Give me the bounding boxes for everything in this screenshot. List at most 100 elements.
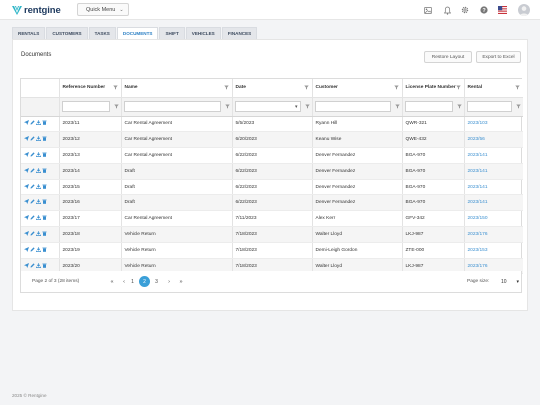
filter-input[interactable]	[314, 101, 391, 112]
column-filter-icon[interactable]	[515, 85, 520, 92]
edit-icon[interactable]	[30, 247, 35, 254]
table-row[interactable]: 2023/17 Car Rental Agreement 7/11/2023 Alex…	[21, 210, 523, 228]
us-flag-icon[interactable]	[497, 5, 507, 15]
filter-options-icon[interactable]	[453, 104, 462, 109]
next-page-icon[interactable]: ›	[168, 279, 170, 285]
send-icon[interactable]	[24, 199, 29, 206]
edit-icon[interactable]	[30, 152, 35, 159]
send-icon[interactable]	[24, 167, 29, 175]
first-page-icon[interactable]: «	[110, 279, 114, 285]
page-button-2[interactable]: 2	[139, 276, 150, 287]
tab-shift[interactable]: SHIFT	[159, 27, 185, 39]
table-row[interactable]: 2023/13 Car Rental Agreement 6/22/2023 Denv…	[21, 147, 523, 164]
download-icon[interactable]	[36, 199, 41, 206]
send-icon[interactable]	[24, 246, 29, 254]
send-icon[interactable]	[24, 136, 29, 143]
user-avatar-icon[interactable]	[518, 4, 530, 16]
help-icon[interactable]: ?	[479, 5, 489, 15]
delete-icon[interactable]	[42, 136, 47, 143]
rental-link[interactable]: 2023/141	[464, 147, 523, 164]
filter-options-icon[interactable]	[110, 104, 119, 109]
edit-icon[interactable]	[30, 183, 35, 191]
edit-icon[interactable]	[30, 199, 35, 206]
rental-link[interactable]: 2023/141	[464, 194, 523, 212]
column-header[interactable]: Customer	[312, 79, 403, 97]
tab-finances[interactable]: FINANCES	[221, 27, 258, 39]
delete-icon[interactable]	[42, 263, 47, 270]
send-icon[interactable]	[24, 120, 29, 127]
edit-icon[interactable]	[30, 231, 35, 238]
column-filter-icon[interactable]	[303, 85, 309, 92]
filter-input[interactable]	[61, 101, 110, 112]
column-filter-icon[interactable]	[393, 85, 399, 92]
rental-link[interactable]: 2023/153	[464, 242, 523, 259]
filter-options-icon[interactable]	[221, 104, 230, 109]
column-header[interactable]: Date	[232, 79, 313, 97]
tab-customers[interactable]: CUSTOMERS	[46, 27, 88, 39]
delete-icon[interactable]	[42, 168, 47, 175]
edit-icon[interactable]	[30, 136, 35, 143]
export-excel-button[interactable]: Export to Excel	[476, 51, 521, 63]
page-button-3[interactable]: 3	[155, 278, 158, 285]
filter-options-icon[interactable]	[391, 104, 400, 109]
download-icon[interactable]	[36, 246, 41, 254]
table-row[interactable]: 2023/15 Draft 6/22/2023 Denver Fernandez BGA…	[21, 179, 523, 196]
filter-input[interactable]	[404, 101, 453, 112]
rental-link[interactable]: 2023/141	[464, 179, 523, 196]
rental-link[interactable]: 2023/150	[464, 210, 523, 228]
caret-down-icon[interactable]: ▾	[294, 104, 298, 110]
send-icon[interactable]	[24, 262, 29, 270]
download-icon[interactable]	[36, 262, 41, 270]
column-filter-icon[interactable]	[223, 85, 229, 92]
download-icon[interactable]	[36, 231, 41, 238]
rental-link[interactable]: 2023/56	[464, 131, 523, 149]
table-row[interactable]: 2023/11 Car Rental Agreement 5/5/2023 Ryann…	[21, 116, 523, 133]
edit-icon[interactable]	[30, 168, 35, 175]
gear-icon[interactable]	[460, 5, 470, 15]
send-icon[interactable]	[24, 230, 29, 238]
filter-options-icon[interactable]	[512, 104, 521, 109]
edit-icon[interactable]	[30, 215, 35, 222]
delete-icon[interactable]	[42, 152, 47, 159]
edit-icon[interactable]	[30, 120, 35, 127]
column-filter-icon[interactable]	[455, 85, 461, 92]
page-button-1[interactable]: 1	[131, 278, 134, 285]
download-icon[interactable]	[36, 120, 41, 127]
table-row[interactable]: 2023/12 Car Rental Agreement 6/20/2023 Kean…	[21, 131, 523, 149]
download-icon[interactable]	[36, 215, 41, 222]
page-size-select[interactable]: 10 ▾	[499, 276, 521, 287]
table-row[interactable]: 2023/20 Vehicle Return 7/18/2023 Walter Llo…	[21, 258, 523, 275]
download-icon[interactable]	[36, 152, 41, 159]
last-page-icon[interactable]: »	[179, 279, 183, 285]
table-row[interactable]: 2023/14 Draft 6/22/2023 Denver Fernandez BGA…	[21, 163, 523, 180]
column-header[interactable]: Reference Number	[59, 79, 122, 97]
prev-page-icon[interactable]: ‹	[123, 279, 125, 285]
table-row[interactable]: 2023/18 Vehicle Return 7/18/2023 Walter Llo…	[21, 226, 523, 243]
rental-link[interactable]: 2023/103	[464, 116, 523, 133]
column-header[interactable]: License Plate Number	[402, 79, 465, 97]
rental-link[interactable]: 2023/141	[464, 163, 523, 180]
rental-link[interactable]: 2023/176	[464, 226, 523, 243]
quick-menu-dropdown[interactable]: Quick Menu ⌄	[77, 3, 129, 16]
column-header[interactable]: Rental	[464, 79, 523, 97]
delete-icon[interactable]	[42, 231, 47, 238]
delete-icon[interactable]	[42, 199, 47, 206]
delete-icon[interactable]	[42, 215, 47, 222]
tab-documents[interactable]: DOCUMENTS	[116, 27, 159, 39]
column-header[interactable]: Name	[121, 79, 233, 97]
tab-vehicles[interactable]: VEHICLES	[185, 27, 221, 39]
table-row[interactable]: 2023/19 Vehicle Return 7/18/2023 Demi-Leigh…	[21, 242, 523, 259]
filter-input[interactable]: ▾	[234, 101, 301, 112]
download-icon[interactable]	[36, 183, 41, 191]
send-icon[interactable]	[24, 183, 29, 191]
app-logo[interactable]: rentgine	[12, 4, 61, 16]
delete-icon[interactable]	[42, 184, 47, 191]
send-icon[interactable]	[24, 151, 29, 159]
download-icon[interactable]	[36, 167, 41, 175]
table-row[interactable]: 2023/16 Draft 6/22/2023 Denver Fernandez BGA…	[21, 194, 523, 212]
download-icon[interactable]	[36, 136, 41, 143]
rental-link[interactable]: 2023/176	[464, 258, 523, 275]
tab-tasks[interactable]: TASKS	[88, 27, 116, 39]
delete-icon[interactable]	[42, 120, 47, 127]
send-icon[interactable]	[24, 215, 29, 222]
